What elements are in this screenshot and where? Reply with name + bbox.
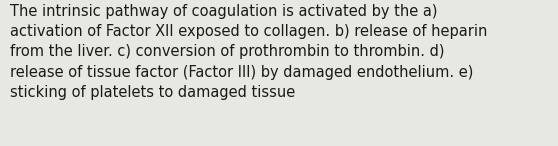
Text: The intrinsic pathway of coagulation is activated by the a)
activation of Factor: The intrinsic pathway of coagulation is … [10,4,488,100]
